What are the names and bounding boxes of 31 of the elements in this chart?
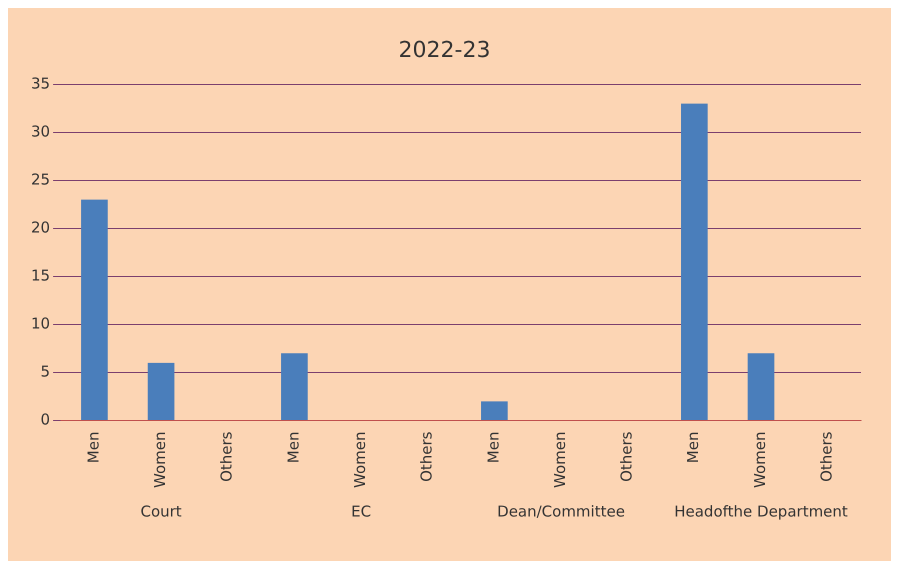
x-tick-label: Men [484, 432, 502, 464]
x-tick-label: Women [350, 432, 369, 488]
x-tick-label: Women [150, 432, 169, 488]
y-tick-label: 20 [30, 218, 50, 236]
text: Court [140, 502, 182, 520]
bar [681, 104, 708, 420]
y-tick-label: 15 [30, 266, 50, 284]
bar [81, 200, 108, 420]
x-tick-label: Others [618, 431, 636, 482]
text: Dean/Committee [497, 502, 625, 520]
y-tick-label: 30 [30, 122, 50, 140]
text: EC [351, 502, 372, 520]
x-tick-label: Men [284, 432, 302, 464]
x-tick-label: Women [550, 432, 569, 488]
chart-title: 2022-23 [398, 38, 490, 63]
y-tick-label: 5 [40, 362, 50, 380]
x-tick-label: Women [750, 432, 769, 488]
y-tick-label: 0 [40, 410, 50, 428]
y-tick-label: 35 [30, 74, 50, 92]
x-tick-label: Men [84, 432, 102, 464]
x-tick-label: Men [684, 432, 702, 464]
bar [481, 401, 508, 420]
text: Headofthe Department [674, 502, 848, 520]
bar [281, 353, 308, 420]
y-tick-label: 25 [30, 170, 50, 188]
bar [148, 362, 174, 420]
x-tick-label: Others [218, 431, 236, 482]
y-tick-label: 10 [30, 314, 50, 332]
x-tick-label: Others [418, 431, 436, 482]
bar [748, 353, 774, 420]
x-tick-label: Others [818, 431, 836, 482]
